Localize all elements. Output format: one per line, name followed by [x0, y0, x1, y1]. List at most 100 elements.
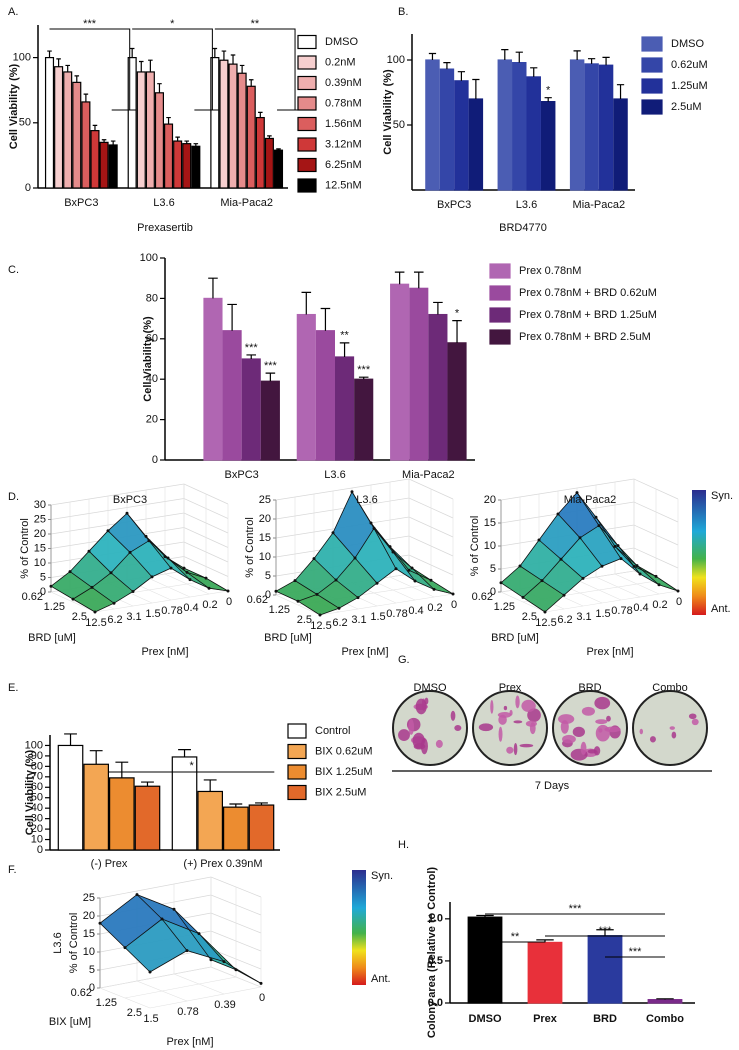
y-tick-label: 50 [393, 119, 405, 131]
surface-point [315, 592, 319, 596]
bar [526, 76, 541, 191]
comparison-label: *** [569, 903, 583, 915]
surface-point [410, 566, 414, 570]
bar [468, 98, 484, 191]
colony [506, 746, 514, 754]
surface-cell [198, 933, 262, 984]
surface-point [209, 958, 213, 962]
error-bar [230, 54, 236, 65]
error-bar [452, 320, 462, 343]
bar [108, 144, 118, 189]
surface-point [169, 566, 173, 570]
error-bar [157, 83, 162, 93]
surface-point [616, 544, 620, 548]
surface-point [334, 578, 338, 582]
error-bar [476, 914, 494, 918]
error-bar [229, 803, 243, 808]
surface-point [638, 572, 642, 576]
bar [90, 130, 100, 189]
surface-point [388, 545, 392, 549]
surface-row [149, 950, 262, 984]
y-axis-title: Cell Viability (%) [8, 63, 20, 149]
grid-line [99, 876, 262, 899]
surface-point [112, 601, 116, 605]
surface-point [451, 592, 455, 596]
error-bar [267, 135, 272, 139]
y-tick-label: 0 [37, 844, 43, 856]
y-tick-label: 1.25 [494, 601, 515, 613]
x-tick-label: 6.2 [107, 614, 122, 626]
z-tick-label: 0 [265, 589, 271, 601]
bar [134, 785, 161, 851]
surface-point [619, 557, 623, 561]
x-tick-label: 0 [676, 596, 682, 608]
bar [72, 81, 82, 189]
bar [454, 80, 469, 191]
colony [424, 697, 429, 705]
colorbar-label: Ant. [711, 603, 731, 615]
surface-point [71, 597, 75, 601]
z-tick-label: 0 [89, 982, 95, 994]
bar [260, 380, 280, 461]
x-axis-title: Prex [nM] [141, 646, 188, 658]
z-tick-label: 10 [83, 946, 95, 958]
bar [83, 763, 109, 851]
surface-point [657, 583, 661, 587]
bar [255, 116, 265, 189]
x-tick-label: 1.5 [370, 611, 385, 623]
surface-point [274, 589, 278, 593]
surface-point [578, 536, 582, 540]
surface-point [518, 564, 522, 568]
y-axis-title: Cell Viability (%) [142, 316, 154, 402]
surface-point [87, 549, 91, 553]
error-bar [433, 301, 443, 315]
error-bar [129, 47, 135, 58]
surface-point [135, 893, 139, 897]
x-axis-title: BRD4770 [499, 222, 547, 234]
significance-bracket [49, 28, 136, 111]
surface-row [319, 568, 454, 616]
surface-point [432, 587, 436, 591]
colony [595, 724, 611, 742]
surface-point [185, 949, 189, 953]
surface-point [407, 568, 411, 572]
x-tick-label: BRD [593, 1013, 617, 1025]
x-tick-label: 3.1 [126, 611, 141, 623]
error-bar [56, 58, 61, 67]
x-tick-label: 0.39 [214, 999, 235, 1011]
surface-point [123, 946, 127, 950]
y-tick-label: 60 [31, 781, 43, 793]
bar [54, 66, 64, 189]
x-tick-label: 0.2 [202, 599, 217, 611]
bar [428, 313, 448, 461]
colony [572, 726, 585, 738]
colony [558, 714, 575, 724]
y-tick-label: 90 [31, 750, 43, 762]
colony [519, 743, 534, 748]
significance-label: * [190, 760, 195, 772]
surface-point [166, 556, 170, 560]
y-tick-label: 80 [146, 292, 158, 304]
x-tick-label: (-) Prex [91, 858, 128, 870]
z-tick-label: 30 [34, 499, 46, 511]
surface-point [172, 907, 176, 911]
error-bar [602, 56, 610, 66]
colorbar-label: Ant. [371, 973, 391, 985]
surface-point [234, 968, 238, 972]
bar [81, 101, 91, 189]
y-tick-label: 2.5 [72, 611, 87, 623]
error-bar [246, 354, 257, 359]
error-bar [320, 307, 331, 331]
legend-swatch [297, 157, 317, 173]
colony [581, 706, 595, 716]
comparison-label: *** [629, 946, 643, 958]
error-bar [428, 52, 437, 60]
surface-point [109, 571, 113, 575]
z-tick-label: 5 [265, 570, 271, 582]
legend-label: BIX 2.5uM [315, 786, 366, 798]
z-tick-label: 15 [34, 542, 46, 554]
colony [593, 746, 601, 756]
legend-swatch [297, 178, 317, 193]
bar [182, 143, 192, 189]
x-tick-label: L3.6 [324, 469, 345, 481]
